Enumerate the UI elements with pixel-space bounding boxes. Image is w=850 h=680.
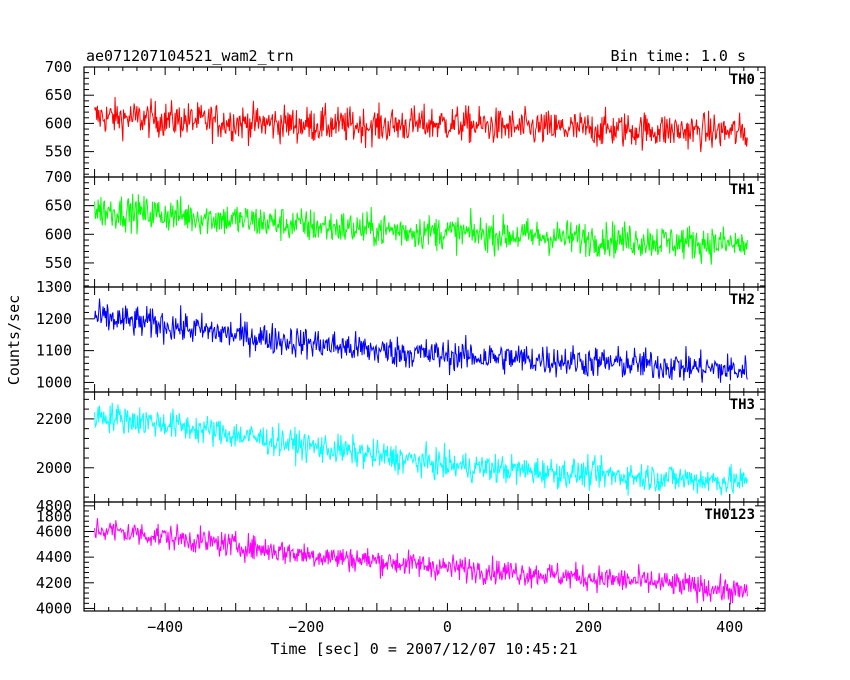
panel-th1: 550 600 650 700 TH1 (45, 168, 766, 288)
panel-label-th1: TH1 (730, 182, 755, 198)
y-tick-label-th0123: 4000 (36, 599, 72, 617)
y-tick-label-th2: 1300 (36, 278, 72, 296)
panel-th3: 1800 2000 2200 TH3 (36, 391, 766, 526)
x-tick-label: −400 (147, 618, 183, 636)
series-line-th0123 (94, 518, 748, 605)
y-tick-label-th1: 700 (45, 168, 72, 186)
panel-th0123: 4000 4200 4400 4600 4800 TH0123 (36, 497, 766, 617)
x-tick-label: −200 (288, 618, 324, 636)
y-tick-label-th2: 1100 (36, 342, 72, 360)
y-tick-label-th0123: 4800 (36, 497, 72, 515)
y-tick-label-th3: 2000 (36, 459, 72, 477)
panel-label-th3: TH3 (730, 397, 755, 413)
y-tick-label-th0123: 4400 (36, 548, 72, 566)
panel-th2: 1000 1100 1200 1300 TH2 (36, 278, 766, 393)
panel-label-th0: TH0 (730, 72, 755, 88)
y-tick-label-th0: 550 (45, 143, 72, 161)
y-tick-label-th2: 1200 (36, 310, 72, 328)
y-tick-label-th0123: 4600 (36, 522, 72, 540)
x-tick-label: 0 (443, 618, 452, 636)
y-tick-label-th0: 650 (45, 86, 72, 104)
x-tick-label: 400 (716, 618, 743, 636)
y-tick-label-th3: 2200 (36, 410, 72, 428)
y-tick-label-th1: 650 (45, 197, 72, 215)
y-tick-label-th1: 550 (45, 254, 72, 272)
y-tick-label-th0: 700 (45, 58, 72, 76)
panel-th0: 550 600 650 700 TH0 (45, 58, 766, 178)
series-line-th1 (94, 193, 748, 265)
series-line-th2 (94, 298, 748, 383)
y-tick-label-th3: 1800 (36, 508, 72, 526)
panel-label-th2: TH2 (730, 292, 755, 308)
panels-group: 550 600 650 700 TH0 550 600 650 700 TH1 1000 1100 12… (36, 58, 766, 636)
panel-frame-th3 (83, 391, 766, 503)
series-line-th3 (94, 402, 748, 496)
series-line-th0 (94, 96, 748, 153)
y-tick-label-th2: 1000 (36, 373, 72, 391)
y-tick-label-th0: 600 (45, 114, 72, 132)
y-axis-label: Counts/sec (5, 295, 23, 385)
y-tick-label-th1: 600 (45, 225, 72, 243)
panel-frame-th0123 (83, 501, 766, 612)
bin-time-label: Bin time: 1.0 s (611, 47, 746, 65)
chart-title: ae071207104521_wam2_trn (86, 47, 294, 65)
panel-label-th0123: TH0123 (704, 507, 755, 523)
x-axis-label: Time [sec] 0 = 2007/12/07 10:45:21 (270, 640, 577, 658)
y-tick-label-th0123: 4200 (36, 574, 72, 592)
x-tick-label: 200 (575, 618, 602, 636)
